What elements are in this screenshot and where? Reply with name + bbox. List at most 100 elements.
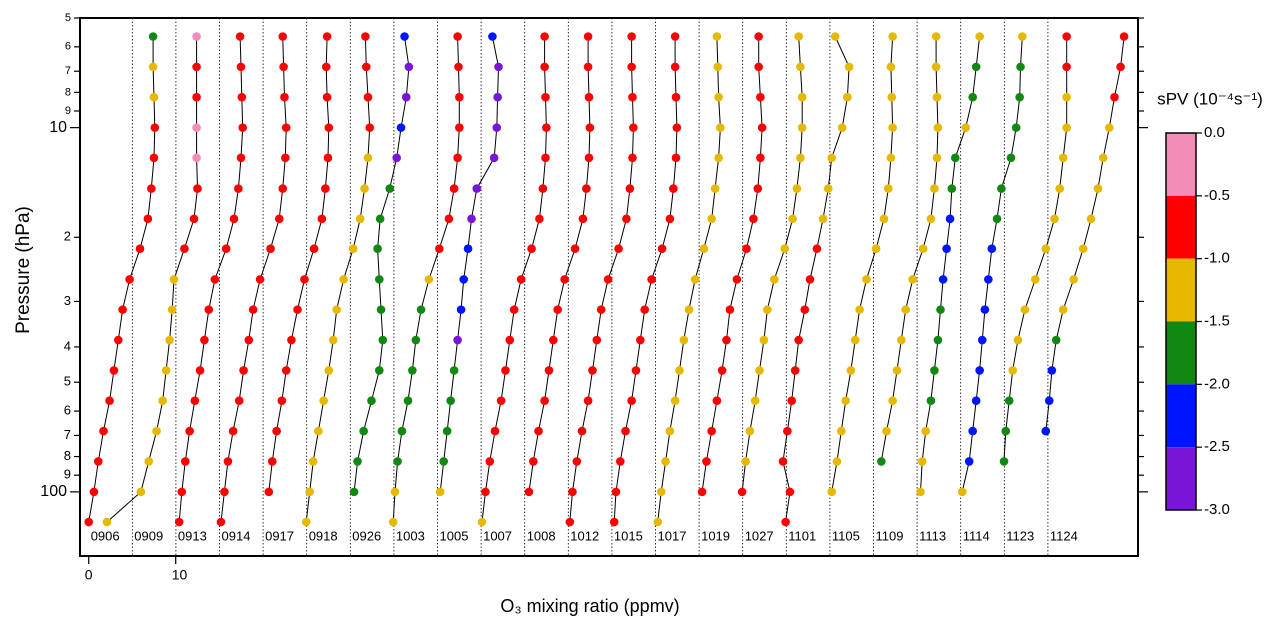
colorbar-tick-label: -2.5: [1204, 438, 1230, 455]
profile-point: [1119, 32, 1129, 41]
profile-point: [818, 214, 828, 224]
profile-point: [125, 275, 134, 284]
profile-point: [888, 123, 897, 132]
profile-point: [1041, 244, 1051, 254]
profile-label: 1124: [1050, 528, 1078, 543]
profile-point: [444, 214, 454, 224]
profile-point: [1078, 244, 1088, 254]
profile-line: [88, 36, 156, 523]
profile-point: [628, 92, 637, 102]
profile-point: [220, 487, 229, 497]
colorbar-tick-label: -2.0: [1204, 375, 1230, 392]
profile-point: [102, 517, 112, 527]
profile-point: [757, 123, 767, 132]
profile-point: [971, 62, 981, 72]
profile-point: [237, 92, 247, 102]
colorbar-tick-label: -1.0: [1204, 250, 1230, 267]
profile-point: [1062, 62, 1071, 72]
profile-point: [886, 153, 896, 163]
profile-point: [509, 305, 519, 314]
profile-point: [690, 275, 700, 284]
profile-point: [827, 153, 837, 163]
profile-point: [1062, 92, 1071, 102]
profile-point: [1004, 396, 1014, 406]
profile-point: [778, 457, 788, 466]
profile-point: [609, 517, 619, 527]
profile-point: [287, 335, 296, 345]
profile-point: [616, 457, 625, 466]
profile-point: [712, 32, 722, 41]
profile-line: [701, 36, 763, 492]
profile-point: [837, 123, 847, 132]
profile-point: [964, 457, 974, 466]
profile-point: [933, 123, 943, 132]
profile-point: [627, 62, 636, 72]
profile-point: [756, 92, 765, 102]
profile-point: [837, 426, 846, 436]
profile-point: [670, 396, 680, 406]
profile-point: [553, 305, 562, 314]
colorbar-swatch: [1166, 447, 1196, 510]
profile-point: [455, 123, 464, 132]
profile-point: [961, 123, 971, 132]
profile-point: [236, 62, 246, 72]
profile-point: [707, 426, 716, 436]
profile-point: [264, 487, 274, 497]
profile-point: [401, 92, 411, 102]
profile-point: [234, 396, 244, 406]
profile-point: [534, 426, 543, 436]
y-tick-label: 2: [64, 229, 71, 244]
y-tick-label: 6: [65, 41, 71, 53]
profile-point: [787, 396, 797, 406]
profile-point: [527, 244, 536, 254]
profile-label: 0917: [265, 528, 294, 543]
y-tick-label: 4: [64, 338, 71, 353]
profile-point: [190, 396, 200, 406]
profile-line: [1003, 36, 1068, 462]
profile-point: [614, 244, 623, 254]
profile-point: [560, 275, 569, 284]
profile-point: [883, 184, 893, 193]
profile-point: [844, 62, 854, 72]
profile-point: [999, 457, 1009, 466]
profile-point: [388, 517, 398, 527]
profile-line: [961, 36, 1023, 493]
profile-point: [936, 305, 945, 314]
profile-point: [147, 184, 156, 193]
profile-point: [930, 184, 939, 193]
profile-point: [1011, 123, 1021, 132]
profile-point: [192, 62, 201, 72]
profile-point: [148, 62, 158, 72]
colorbar-swatch: [1166, 258, 1196, 322]
profile-point: [349, 487, 359, 497]
profile-point: [1008, 366, 1018, 375]
profile-point: [193, 184, 202, 193]
profile-point: [588, 366, 597, 375]
profile-point: [148, 32, 158, 41]
profile-point: [281, 366, 291, 375]
profile-point: [714, 153, 723, 163]
profile-point: [1006, 153, 1016, 163]
profile-point: [1055, 184, 1064, 193]
y-axis-label: Pressure (hPa): [13, 206, 34, 334]
profile-label: 1015: [614, 528, 643, 543]
profile-point: [375, 214, 385, 224]
profile-point: [277, 396, 287, 406]
profile-point: [293, 305, 302, 314]
profile-point: [501, 366, 510, 375]
profile-point: [882, 426, 891, 436]
profile-point: [400, 32, 409, 41]
profile-point: [93, 457, 103, 466]
profile-point: [396, 123, 406, 132]
profile-point: [180, 457, 190, 466]
profile-point: [661, 457, 670, 466]
profile-point: [228, 426, 238, 436]
colorbar-tick-label: 0.0: [1204, 124, 1225, 141]
profile-point: [584, 92, 594, 102]
profile-point: [321, 62, 331, 72]
profile-point: [490, 426, 500, 436]
profile-point: [1041, 426, 1051, 436]
y-tick-label: 9: [65, 105, 71, 117]
profile-point: [373, 244, 382, 254]
